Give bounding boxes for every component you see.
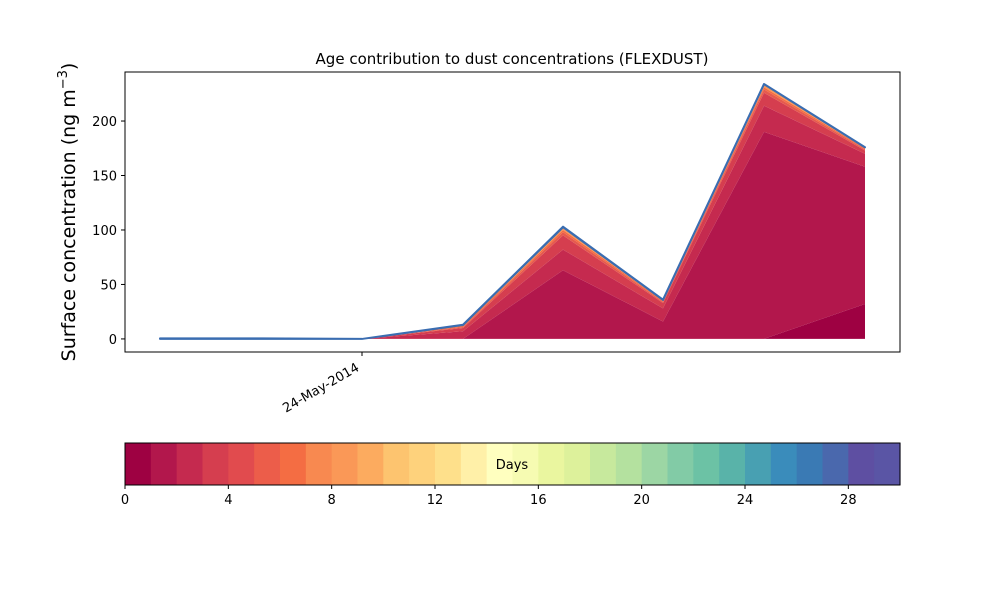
colorbar-label: Days xyxy=(496,458,529,473)
y-tick-label: 150 xyxy=(92,170,117,185)
colorbar-segment xyxy=(409,443,436,485)
colorbar-segment xyxy=(770,443,798,485)
colorbar-segment xyxy=(383,443,410,485)
y-axis-label-close: ) xyxy=(58,63,80,70)
y-axis-label-superscript: −3 xyxy=(56,70,71,89)
colorbar-segment xyxy=(641,443,669,485)
y-tick-label: 100 xyxy=(92,224,117,239)
x-tick-label: 24-May-2014 xyxy=(280,360,362,416)
colorbar-segment xyxy=(202,443,229,485)
colorbar-segment xyxy=(590,443,617,485)
area-layer-day-2 xyxy=(160,105,865,339)
colorbar-tick-label: 28 xyxy=(840,493,857,508)
colorbar-segment xyxy=(150,443,178,485)
colorbar-segment xyxy=(176,443,204,485)
colorbar-segment xyxy=(615,443,643,485)
colorbar xyxy=(125,443,901,485)
colorbar-segment xyxy=(719,443,746,485)
area-layer-day-0 xyxy=(160,304,865,339)
area-layer-day-8 xyxy=(159,82,866,340)
colorbar-tick-label: 0 xyxy=(121,493,129,508)
x-axis-ticks: 24-May-2014 xyxy=(280,352,363,416)
colorbar-segment xyxy=(564,443,591,485)
colorbar-ticks: 0 4 8 12 16 20 24 28 xyxy=(121,485,857,508)
colorbar-segment xyxy=(874,443,901,485)
area-layer-day-3 xyxy=(160,92,865,339)
y-tick-label: 200 xyxy=(92,115,117,130)
colorbar-segment xyxy=(460,443,488,485)
colorbar-segment xyxy=(693,443,720,485)
colorbar-segment xyxy=(254,443,281,485)
colorbar-segment xyxy=(331,443,359,485)
colorbar-segment xyxy=(228,443,255,485)
colorbar-tick-label: 4 xyxy=(224,493,232,508)
y-axis-label-main: Surface concentration (ng m xyxy=(58,89,80,361)
colorbar-segment xyxy=(538,443,565,485)
area-layer-day-1 xyxy=(160,131,865,339)
colorbar-frame xyxy=(124,442,901,486)
plot-frame xyxy=(124,71,901,353)
colorbar-tick-label: 24 xyxy=(737,493,754,508)
colorbar-tick-label: 16 xyxy=(530,493,547,508)
y-tick-label: 50 xyxy=(100,278,117,293)
y-axis-label: Surface concentration (ng m−3) xyxy=(56,63,80,362)
colorbar-segment xyxy=(512,443,539,485)
colorbar-segment xyxy=(667,443,694,485)
colorbar-tick-label: 20 xyxy=(633,493,650,508)
colorbar-segment xyxy=(745,443,772,485)
colorbar-segment xyxy=(125,443,152,485)
y-axis-ticks: 0 50 100 150 200 xyxy=(92,115,125,348)
colorbar-segment xyxy=(822,443,849,485)
colorbar-segment xyxy=(848,443,875,485)
stacked-area-layers xyxy=(159,82,866,340)
colorbar-tick-label: 12 xyxy=(427,493,444,508)
chart-title: Age contribution to dust concentrations … xyxy=(316,50,709,68)
colorbar-segment xyxy=(305,443,333,485)
colorbar-segment xyxy=(796,443,824,485)
colorbar-segment xyxy=(280,443,307,485)
colorbar-tick-label: 8 xyxy=(328,493,336,508)
colorbar-segment xyxy=(357,443,384,485)
colorbar-segment xyxy=(435,443,462,485)
y-tick-label: 0 xyxy=(109,333,117,348)
colorbar-segment xyxy=(486,443,514,485)
